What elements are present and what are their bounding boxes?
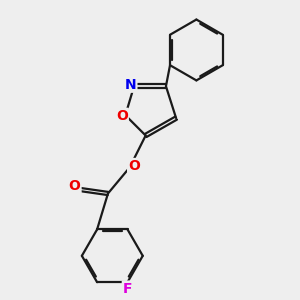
Text: N: N: [125, 78, 136, 92]
Text: O: O: [128, 159, 140, 173]
Text: F: F: [123, 282, 132, 296]
Text: O: O: [69, 179, 81, 193]
Text: O: O: [116, 109, 128, 123]
